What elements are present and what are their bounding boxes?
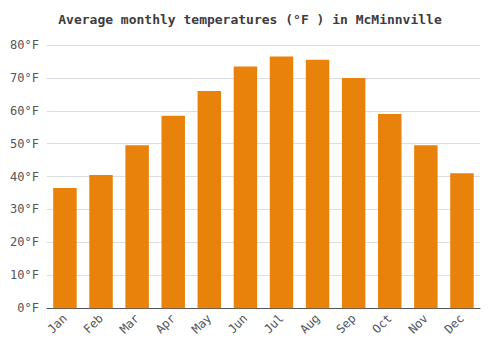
svg-text:Jan: Jan — [45, 311, 70, 336]
svg-text:70°F: 70°F — [10, 71, 39, 85]
svg-text:20°F: 20°F — [10, 235, 39, 249]
svg-text:80°F: 80°F — [10, 38, 39, 52]
svg-text:Mar: Mar — [117, 311, 142, 336]
svg-text:Jul: Jul — [261, 311, 286, 336]
svg-text:40°F: 40°F — [10, 170, 39, 184]
svg-text:Average monthly temperatures (: Average monthly temperatures (°F ) in Mc… — [58, 12, 442, 27]
svg-text:Aug: Aug — [297, 311, 322, 336]
svg-text:Oct: Oct — [370, 311, 395, 336]
svg-text:10°F: 10°F — [10, 268, 39, 282]
svg-text:Jun: Jun — [225, 311, 250, 336]
svg-text:Dec: Dec — [442, 311, 467, 336]
svg-text:50°F: 50°F — [10, 137, 39, 151]
svg-text:Apr: Apr — [153, 311, 178, 336]
svg-text:0°F: 0°F — [17, 301, 39, 315]
svg-text:60°F: 60°F — [10, 104, 39, 118]
svg-text:30°F: 30°F — [10, 202, 39, 216]
svg-text:Sep: Sep — [333, 311, 358, 336]
svg-text:Nov: Nov — [406, 311, 431, 336]
svg-text:May: May — [189, 311, 214, 336]
svg-text:Feb: Feb — [81, 311, 106, 336]
